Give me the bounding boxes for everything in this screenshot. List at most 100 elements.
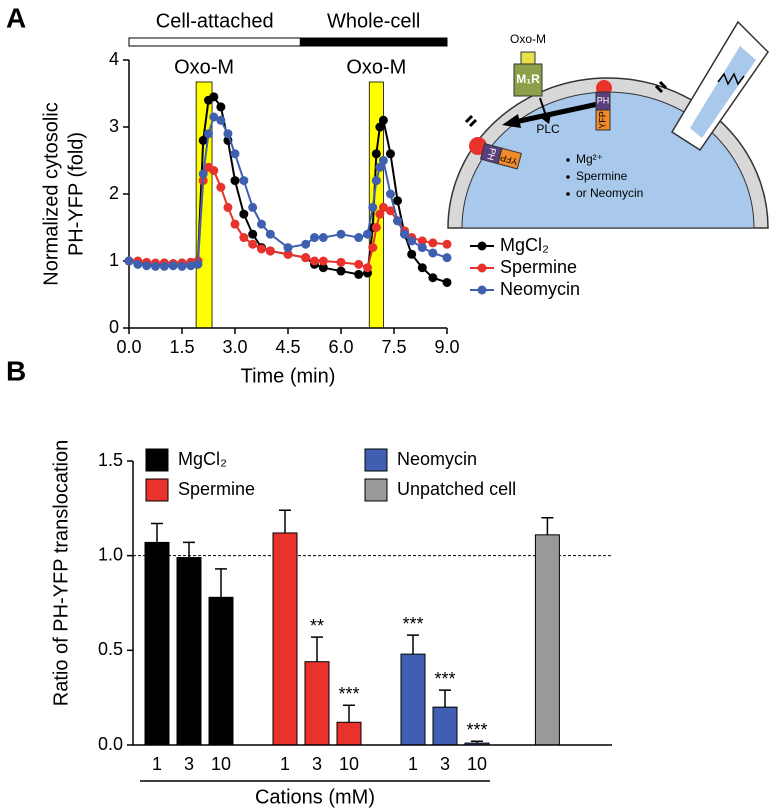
data-point bbox=[442, 239, 452, 249]
x-tick-label: 3 bbox=[184, 754, 194, 774]
x-tick-label: 10 bbox=[211, 754, 231, 774]
legend-swatch bbox=[364, 478, 388, 502]
data-point bbox=[198, 169, 208, 179]
enzyme-label: PLC bbox=[536, 122, 560, 136]
legend-label: MgCl₂ bbox=[500, 235, 549, 255]
data-point bbox=[283, 243, 293, 253]
x-tick-label: 1 bbox=[152, 754, 162, 774]
y-tick-label: 1 bbox=[109, 250, 119, 270]
data-point bbox=[177, 261, 187, 271]
data-point bbox=[230, 149, 240, 159]
x-tick-label: 0.0 bbox=[116, 337, 141, 357]
data-point bbox=[442, 277, 452, 287]
data-point bbox=[198, 135, 208, 145]
data-point bbox=[385, 189, 395, 199]
y-tick-label: 1.5 bbox=[98, 450, 123, 470]
data-point bbox=[301, 253, 311, 263]
significance-label: ** bbox=[310, 616, 324, 636]
data-point bbox=[378, 156, 388, 165]
stimulus-label: Oxo-M bbox=[346, 56, 406, 78]
stimulus-label: Oxo-M bbox=[174, 56, 234, 78]
error-bar bbox=[183, 541, 195, 558]
bar bbox=[176, 557, 202, 746]
data-point bbox=[375, 162, 385, 172]
legend-marker bbox=[477, 241, 487, 251]
data-point bbox=[168, 261, 178, 271]
error-bar bbox=[541, 517, 554, 535]
cell-diagram bbox=[447, 20, 769, 229]
data-point bbox=[265, 246, 275, 256]
x-axis-title: Cations (mM) bbox=[255, 786, 375, 808]
data-point bbox=[428, 273, 438, 283]
legend-label: Neomycin bbox=[500, 279, 580, 299]
legend-label: Spermine bbox=[500, 257, 577, 277]
x-tick-label: 6.0 bbox=[328, 337, 353, 357]
data-point bbox=[209, 92, 219, 102]
x-tick-label: 3.0 bbox=[222, 337, 247, 357]
data-point bbox=[371, 176, 381, 186]
bar bbox=[534, 534, 560, 746]
data-point bbox=[363, 263, 372, 273]
error-bar bbox=[311, 636, 323, 662]
panel-label: A bbox=[6, 2, 26, 33]
probe-label: YFP bbox=[499, 153, 519, 167]
data-point bbox=[354, 269, 364, 279]
data-point bbox=[407, 249, 417, 259]
significance-label: *** bbox=[338, 684, 359, 704]
data-point bbox=[257, 219, 266, 229]
significance-label: *** bbox=[402, 614, 423, 634]
data-point bbox=[142, 261, 152, 271]
x-tick-label: 1 bbox=[280, 754, 290, 774]
data-point bbox=[428, 248, 438, 258]
data-point bbox=[257, 244, 266, 254]
x-tick-label: 1.5 bbox=[169, 337, 194, 357]
bar bbox=[432, 706, 458, 746]
data-point bbox=[378, 202, 388, 212]
cation-label: Mg²⁺ bbox=[576, 152, 603, 166]
error-bar bbox=[439, 689, 451, 708]
data-point bbox=[385, 149, 395, 159]
data-point bbox=[417, 243, 427, 253]
data-point bbox=[223, 129, 233, 139]
significance-label: *** bbox=[434, 669, 455, 689]
y-tick-label: 4 bbox=[109, 49, 119, 69]
data-point bbox=[371, 149, 381, 159]
significance-label: *** bbox=[466, 720, 487, 740]
data-point bbox=[216, 102, 226, 112]
data-point bbox=[216, 182, 226, 192]
data-point bbox=[354, 233, 364, 243]
data-point bbox=[336, 229, 346, 239]
probe-label: PH bbox=[597, 95, 610, 105]
data-point bbox=[375, 122, 385, 132]
data-point bbox=[363, 229, 372, 239]
legend-label: Neomycin bbox=[397, 449, 477, 469]
data-point bbox=[239, 233, 249, 243]
data-point bbox=[318, 233, 328, 243]
bar bbox=[144, 541, 170, 746]
legend-label: MgCl₂ bbox=[178, 449, 227, 469]
data-point bbox=[124, 256, 134, 266]
data-point bbox=[318, 256, 328, 266]
data-point bbox=[204, 129, 213, 139]
legend-swatch bbox=[145, 478, 169, 502]
x-axis-title: Time (min) bbox=[241, 365, 336, 387]
data-point bbox=[417, 263, 427, 273]
data-point bbox=[407, 236, 417, 246]
x-tick-label: 10 bbox=[339, 754, 359, 774]
error-bar bbox=[407, 634, 419, 655]
y-tick-label: 1.0 bbox=[98, 544, 123, 564]
data-point bbox=[393, 216, 403, 226]
cation-label: Spermine bbox=[576, 169, 628, 183]
protocol-bar bbox=[128, 37, 301, 47]
legend-marker bbox=[477, 285, 487, 295]
data-point bbox=[318, 263, 328, 273]
x-tick-label: 9.0 bbox=[434, 337, 459, 357]
legend-swatch bbox=[364, 448, 388, 472]
data-point bbox=[368, 202, 378, 212]
data-point bbox=[378, 115, 388, 125]
data-point bbox=[385, 206, 395, 216]
data-point bbox=[186, 261, 196, 271]
y-tick-label: 0 bbox=[109, 317, 119, 337]
data-point bbox=[371, 223, 381, 232]
